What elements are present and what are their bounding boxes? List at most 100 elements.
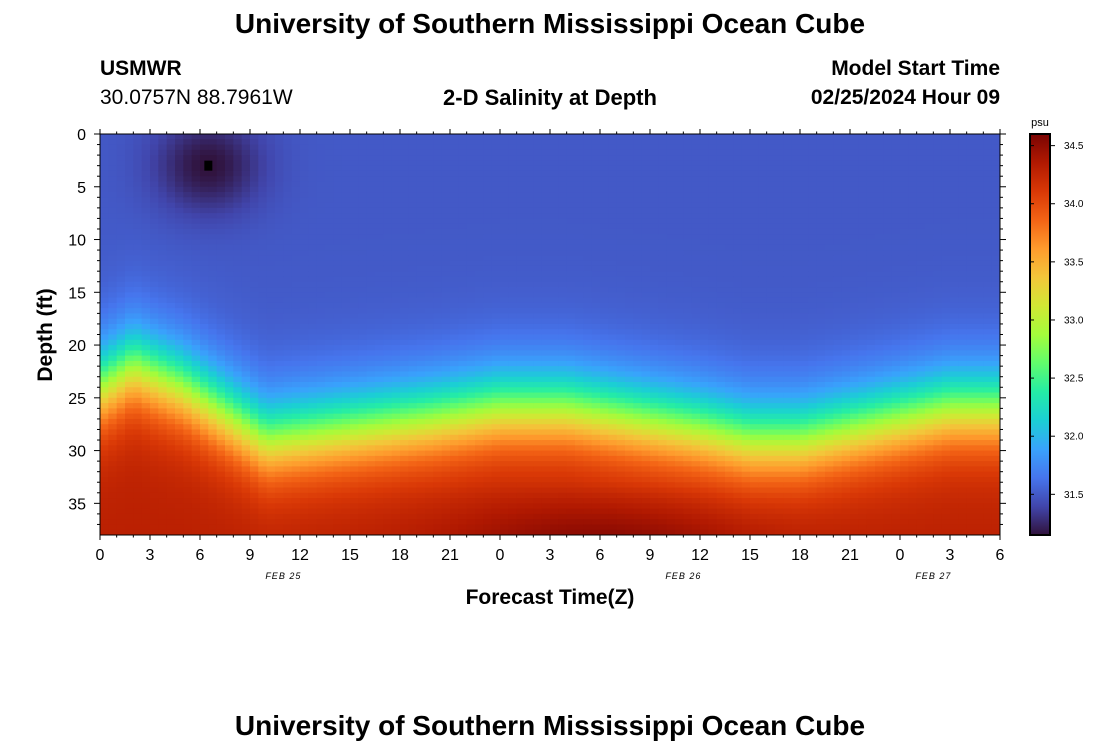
- heatmap-cell: [366, 418, 376, 425]
- heatmap-cell: [458, 440, 468, 446]
- heatmap-cell: [300, 318, 309, 325]
- heatmap-cell: [158, 202, 168, 209]
- heatmap-cell: [166, 223, 176, 230]
- heatmap-cell: [416, 165, 426, 172]
- heatmap-cell: [333, 149, 343, 156]
- heatmap-cell: [108, 292, 118, 299]
- heatmap-cell: [341, 466, 351, 473]
- heatmap-cell: [125, 450, 134, 457]
- heatmap-cell: [275, 345, 284, 351]
- heatmap-cell: [350, 228, 359, 235]
- heatmap-cell: [225, 508, 234, 515]
- heatmap-cell: [475, 297, 484, 304]
- heatmap-cell: [541, 450, 551, 457]
- heatmap-cell: [550, 492, 559, 499]
- heatmap-cell: [491, 160, 501, 167]
- heatmap-cell: [433, 302, 443, 309]
- heatmap-cell: [183, 466, 193, 473]
- heatmap-cell: [108, 519, 118, 526]
- heatmap-cell: [483, 513, 493, 520]
- heatmap-cell: [641, 255, 651, 262]
- heatmap-cell: [500, 239, 509, 246]
- heatmap-cell: [441, 387, 451, 394]
- heatmap-cell: [166, 239, 176, 246]
- heatmap-cell: [625, 218, 634, 225]
- heatmap-cell: [175, 170, 184, 177]
- heatmap-cell: [133, 329, 143, 336]
- heatmap-cell: [200, 170, 209, 177]
- heatmap-cell: [458, 176, 468, 183]
- heatmap-cell: [291, 323, 301, 330]
- heatmap-cell: [325, 276, 334, 283]
- heatmap-cell: [208, 250, 218, 256]
- heatmap-cell: [325, 265, 334, 272]
- heatmap-cell: [308, 434, 318, 441]
- heatmap-cell: [566, 519, 576, 526]
- heatmap-cell: [458, 350, 468, 357]
- heatmap-cell: [133, 508, 143, 515]
- heatmap-cell: [266, 176, 276, 183]
- heatmap-cell: [500, 371, 509, 378]
- heatmap-cell: [433, 476, 443, 483]
- heatmap-cell: [241, 424, 251, 431]
- heatmap-cell: [366, 371, 376, 378]
- heatmap-cell: [333, 429, 343, 436]
- heatmap-cell: [608, 176, 618, 183]
- heatmap-cell: [358, 445, 368, 452]
- heatmap-cell: [141, 392, 151, 399]
- heatmap-cell: [400, 302, 409, 309]
- heatmap-cell: [208, 186, 218, 193]
- heatmap-cell: [641, 366, 651, 373]
- heatmap-cell: [183, 403, 193, 409]
- heatmap-cell: [291, 308, 301, 314]
- heatmap-cell: [475, 403, 484, 409]
- heatmap-cell: [308, 471, 318, 478]
- heatmap-cell: [116, 223, 126, 230]
- heatmap-cell: [525, 287, 534, 293]
- heatmap-cell: [166, 244, 176, 251]
- heatmap-cell: [416, 197, 426, 204]
- heatmap-cell: [500, 207, 509, 214]
- heatmap-cell: [250, 434, 259, 441]
- heatmap-cell: [600, 403, 609, 409]
- heatmap-cell: [558, 318, 568, 325]
- heatmap-cell: [441, 466, 451, 473]
- heatmap-cell: [641, 308, 651, 314]
- heatmap-cell: [275, 192, 284, 198]
- heatmap-cell: [516, 429, 526, 436]
- heatmap-cell: [266, 355, 276, 362]
- heatmap-cell: [191, 160, 201, 167]
- heatmap-cell: [116, 186, 126, 193]
- heatmap-cell: [350, 476, 359, 483]
- heatmap-cell: [475, 360, 484, 367]
- heatmap-cell: [416, 207, 426, 214]
- heatmap-cell: [316, 360, 326, 367]
- heatmap-cell: [158, 271, 168, 278]
- heatmap-cell: [258, 360, 268, 367]
- heatmap-cell: [283, 250, 293, 256]
- heatmap-cell: [475, 271, 484, 278]
- heatmap-cell: [208, 334, 218, 341]
- heatmap-cell: [333, 213, 343, 220]
- heatmap-cell: [591, 466, 601, 473]
- heatmap-cell: [191, 287, 201, 293]
- heatmap-cell: [583, 297, 593, 304]
- heatmap-cell: [483, 355, 493, 362]
- heatmap-cell: [541, 524, 551, 531]
- heatmap-cell: [325, 281, 334, 288]
- heatmap-cell: [316, 149, 326, 156]
- heatmap-cell: [525, 345, 534, 351]
- heatmap-cell: [591, 434, 601, 441]
- heatmap-cell: [325, 329, 334, 336]
- heatmap-cell: [458, 186, 468, 193]
- heatmap-cell: [225, 366, 234, 373]
- heatmap-cell: [575, 223, 584, 230]
- heatmap-cell: [483, 202, 493, 209]
- heatmap-cell: [550, 149, 559, 156]
- heatmap-cell: [475, 350, 484, 357]
- station-coordinates: 30.0757N 88.7961W: [100, 86, 293, 109]
- heatmap-cell: [525, 498, 534, 504]
- heatmap-cell: [525, 371, 534, 378]
- heatmap-cell: [450, 371, 459, 378]
- heatmap-cell: [400, 450, 409, 457]
